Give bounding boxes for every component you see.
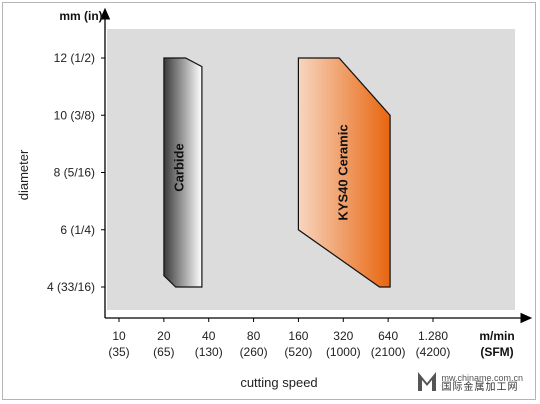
y-tick-label: 8 (5/16): [54, 166, 95, 180]
x-tick-label: 320: [333, 329, 353, 343]
series-band-kys40-ceramic: [297, 57, 391, 288]
x-tick-label-alt: (35): [108, 345, 129, 359]
y-axis-title: diameter: [16, 149, 31, 200]
series-band-carbide: [163, 57, 203, 288]
y-tick-label: 6 (1/4): [60, 223, 95, 237]
x-tick-label-alt: (1000): [326, 345, 361, 359]
x-tick-label-alt: (130): [195, 345, 223, 359]
x-axis-title: cutting speed: [240, 375, 317, 390]
x-tick-label: 40: [202, 329, 216, 343]
x-tick-label: 160: [288, 329, 308, 343]
chart: Carbide KYS40 Ceramic 4 (33/16) 6 (1/4) 8 (5…: [16, 7, 533, 390]
watermark: mw.chiname.com.cn 国际金属加工网: [416, 369, 523, 393]
x-tick-label: 640: [378, 329, 398, 343]
x-tick-label-alt: (260): [240, 345, 268, 359]
x-tick-label: 1.280: [418, 329, 448, 343]
y-tick-label: 10 (3/8): [54, 108, 95, 122]
chart-frame: Carbide KYS40 Ceramic 4 (33/16) 6 (1/4) 8 (5…: [2, 2, 536, 400]
watermark-url: mw.chiname.com.cn: [441, 373, 523, 383]
x-tick-label: 80: [247, 329, 261, 343]
x-tick-label-alt: (2100): [371, 345, 406, 359]
series-label: KYS40 Ceramic: [336, 124, 351, 220]
x-tick-label-alt: (4200): [416, 345, 451, 359]
y-unit-label: mm (in): [59, 9, 102, 23]
x-tick-label: 10: [112, 329, 126, 343]
x-tick-label-alt: (65): [153, 345, 174, 359]
watermark-logo-icon: [416, 369, 439, 393]
y-tick-label: 12 (1/2): [54, 51, 95, 65]
x-unit-label: m/min: [479, 329, 514, 343]
watermark-name: 国际金属加工网: [441, 382, 519, 393]
y-tick-label: 4 (33/16): [47, 280, 95, 294]
x-tick-label: 20: [157, 329, 171, 343]
series-label: Carbide: [171, 143, 186, 191]
x-unit-label-alt: (SFM): [480, 345, 513, 359]
x-tick-label-alt: (520): [284, 345, 312, 359]
